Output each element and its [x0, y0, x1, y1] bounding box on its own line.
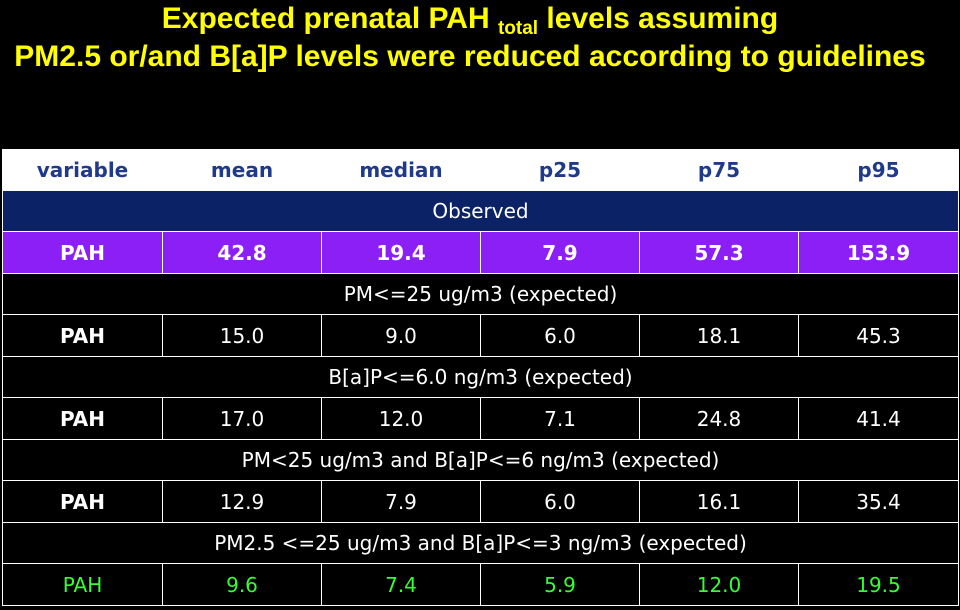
section-label: PM2.5 <=25 ug/m3 and B[a]P<=3 ng/m3 (exp… — [2, 522, 959, 564]
pah-levels-table: variable mean median p25 p75 p95 Observe… — [2, 149, 959, 606]
header-cell: mean — [162, 149, 322, 191]
table-cell: 6.0 — [480, 480, 640, 523]
table-cell: 19.5 — [798, 563, 959, 606]
table-cell: 15.0 — [162, 314, 322, 357]
table-cell: 19.4 — [321, 231, 481, 274]
section-label: Observed — [2, 190, 959, 232]
table-cell: 42.8 — [162, 231, 322, 274]
table-cell: 7.9 — [321, 480, 481, 523]
title-line-1: Expected prenatal PAH total levels assum… — [0, 0, 940, 38]
section-row: PM<25 ug/m3 and B[a]P<=6 ng/m3 (expected… — [2, 439, 959, 481]
title-line-2: PM2.5 or/and B[a]P levels were reduced a… — [14, 40, 926, 73]
table-header-row: variable mean median p25 p75 p95 — [2, 149, 959, 191]
table-cell: 41.4 — [798, 397, 959, 440]
table-cell: 7.4 — [321, 563, 481, 606]
table-cell: PAH — [2, 231, 163, 274]
table-cell: 45.3 — [798, 314, 959, 357]
table-cell: 9.6 — [162, 563, 322, 606]
table-cell: 57.3 — [639, 231, 799, 274]
table-row: PAH 9.6 7.4 5.9 12.0 19.5 — [2, 563, 959, 606]
title-line-1-tail: levels assuming — [538, 2, 779, 35]
table-cell: 35.4 — [798, 480, 959, 523]
table-cell: 12.0 — [639, 563, 799, 606]
table-cell: 153.9 — [798, 231, 959, 274]
table-cell: 18.1 — [639, 314, 799, 357]
table-cell: PAH — [2, 480, 163, 523]
header-cell: median — [321, 149, 481, 191]
header-cell: variable — [2, 149, 163, 191]
slide-title: Expected prenatal PAH total levels assum… — [0, 0, 940, 76]
table-cell: PAH — [2, 397, 163, 440]
title-subscript: total — [497, 18, 539, 39]
table-cell: 6.0 — [480, 314, 640, 357]
table-cell: 7.1 — [480, 397, 640, 440]
section-row: B[a]P<=6.0 ng/m3 (expected) — [2, 356, 959, 398]
table-row: PAH 17.0 12.0 7.1 24.8 41.4 — [2, 397, 959, 440]
section-label: PM<25 ug/m3 and B[a]P<=6 ng/m3 (expected… — [2, 439, 959, 481]
table-cell: 7.9 — [480, 231, 640, 274]
table-cell: 24.8 — [639, 397, 799, 440]
section-label: B[a]P<=6.0 ng/m3 (expected) — [2, 356, 959, 398]
header-cell: p75 — [639, 149, 799, 191]
table-cell: 16.1 — [639, 480, 799, 523]
table-cell: PAH — [2, 314, 163, 357]
table-row: PAH 12.9 7.9 6.0 16.1 35.4 — [2, 480, 959, 523]
table-cell: 17.0 — [162, 397, 322, 440]
section-label: PM<=25 ug/m3 (expected) — [2, 273, 959, 315]
table-row-observed: PAH 42.8 19.4 7.9 57.3 153.9 — [2, 231, 959, 274]
table-cell: 5.9 — [480, 563, 640, 606]
table-cell: 12.0 — [321, 397, 481, 440]
title-line-1-text: Expected prenatal PAH — [161, 2, 498, 35]
table-cell: 12.9 — [162, 480, 322, 523]
header-cell: p25 — [480, 149, 640, 191]
section-row: PM<=25 ug/m3 (expected) — [2, 273, 959, 315]
table-cell: 9.0 — [321, 314, 481, 357]
section-row-observed: Observed — [2, 190, 959, 232]
table-row: PAH 15.0 9.0 6.0 18.1 45.3 — [2, 314, 959, 357]
table-cell: PAH — [2, 563, 163, 606]
section-row: PM2.5 <=25 ug/m3 and B[a]P<=3 ng/m3 (exp… — [2, 522, 959, 564]
header-cell: p95 — [798, 149, 959, 191]
